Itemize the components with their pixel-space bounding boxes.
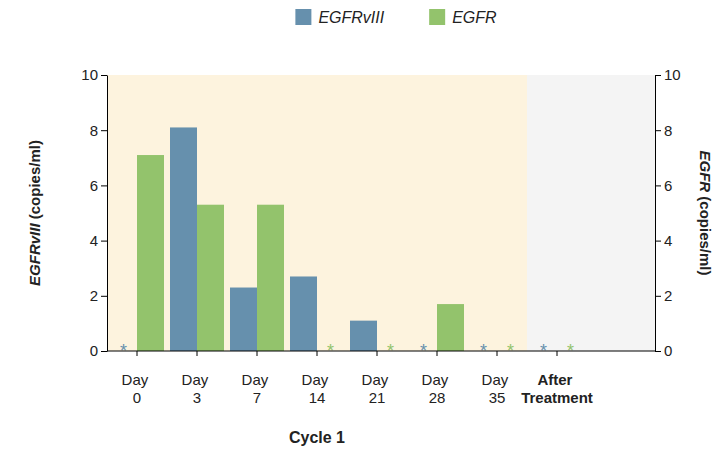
y-tick-label: 2 bbox=[90, 287, 98, 304]
y2-tick: 8 bbox=[655, 122, 672, 139]
y2-tick-label: 6 bbox=[664, 177, 672, 194]
y2-tick-mark bbox=[655, 130, 661, 131]
y2-tick: 6 bbox=[655, 177, 672, 194]
y-axis-line bbox=[107, 76, 108, 352]
y2-tick-mark bbox=[655, 241, 661, 242]
y2-tick: 2 bbox=[655, 287, 672, 304]
y2-tick-label: 0 bbox=[664, 342, 672, 359]
y2-tick-mark bbox=[655, 296, 661, 297]
x-tick-label: Day 28 bbox=[422, 371, 453, 406]
y-axis-title: EGFRvIII (copies/ml) bbox=[26, 140, 43, 286]
x-tick-mark bbox=[437, 351, 438, 356]
x-tick-mark bbox=[257, 351, 258, 356]
y-tick-mark bbox=[101, 185, 107, 186]
y2-tick-label: 4 bbox=[664, 232, 672, 249]
y-tick-label: 10 bbox=[81, 66, 98, 83]
y2-tick: 4 bbox=[655, 232, 672, 249]
y-tick: 10 bbox=[81, 66, 107, 83]
legend-item: EGFR bbox=[429, 9, 497, 26]
y2-tick-label: 10 bbox=[664, 66, 681, 83]
bar bbox=[197, 205, 224, 351]
y-tick-label: 4 bbox=[90, 232, 98, 249]
y-tick: 6 bbox=[90, 177, 107, 194]
bars bbox=[137, 127, 464, 351]
x-tick: Day 21 bbox=[362, 351, 393, 406]
y-axis: 0 2 4 6 8 10 bbox=[81, 66, 107, 359]
legend-swatch bbox=[429, 9, 445, 25]
y2-axis: 0 2 4 6 8 10 bbox=[655, 66, 681, 359]
x-tick-mark bbox=[497, 351, 498, 356]
x-tick: Day 0 bbox=[122, 351, 153, 406]
bar bbox=[350, 321, 377, 351]
x-tick-label: Day 14 bbox=[302, 371, 333, 406]
x-tick-label: Day 21 bbox=[362, 371, 393, 406]
x-tick: Day 28 bbox=[422, 351, 453, 406]
x-axis: Day 0 Day 3 Day 7 Day 14 Day 21 Day 28 Day 35 A… bbox=[107, 351, 655, 406]
y2-axis-line bbox=[655, 76, 656, 352]
x-tick-label: Day 35 bbox=[482, 371, 513, 406]
y-tick-mark bbox=[101, 351, 107, 352]
y-tick: 4 bbox=[90, 232, 107, 249]
y-tick: 0 bbox=[90, 342, 107, 359]
y-tick: 8 bbox=[90, 122, 107, 139]
x-tick-label: Day 7 bbox=[242, 371, 273, 406]
x-tick-label: After Treatment bbox=[521, 371, 593, 406]
chart: ********02468100246810Day 0Day 3Day 7Day… bbox=[0, 0, 723, 463]
x-tick-mark bbox=[317, 351, 318, 356]
legend: EGFRvIII EGFR bbox=[295, 9, 497, 26]
y2-tick-label: 8 bbox=[664, 122, 672, 139]
cycle-region bbox=[107, 75, 527, 351]
y2-tick-mark bbox=[655, 75, 661, 76]
bar bbox=[437, 304, 464, 351]
x-tick-mark bbox=[137, 351, 138, 356]
y-tick-mark bbox=[101, 130, 107, 131]
bar bbox=[290, 276, 317, 351]
bar bbox=[170, 127, 197, 351]
y-tick-label: 6 bbox=[90, 177, 98, 194]
after-region bbox=[527, 75, 655, 351]
y-tick-mark bbox=[101, 241, 107, 242]
legend-label: EGFRvIII bbox=[318, 9, 384, 26]
bar bbox=[257, 205, 284, 351]
y2-tick-label: 2 bbox=[664, 287, 672, 304]
y2-tick: 10 bbox=[655, 66, 681, 83]
x-tick-mark bbox=[197, 351, 198, 356]
x-tick-mark bbox=[557, 351, 558, 356]
x-tick-label: Day 0 bbox=[122, 371, 153, 406]
y2-tick-mark bbox=[655, 185, 661, 186]
legend-item: EGFRvIII bbox=[295, 9, 384, 26]
x-tick: After Treatment bbox=[521, 351, 593, 406]
x-axis-title: Cycle 1 bbox=[289, 429, 345, 446]
x-tick-mark bbox=[377, 351, 378, 356]
y-tick: 2 bbox=[90, 287, 107, 304]
x-axis-line bbox=[107, 351, 655, 352]
x-tick: Day 7 bbox=[242, 351, 273, 406]
y2-tick-mark bbox=[655, 351, 661, 352]
y-tick-mark bbox=[101, 75, 107, 76]
legend-swatch bbox=[295, 9, 311, 25]
legend-label: EGFR bbox=[452, 9, 497, 26]
y-tick-mark bbox=[101, 296, 107, 297]
x-tick: Day 35 bbox=[482, 351, 513, 406]
y2-tick: 0 bbox=[655, 342, 672, 359]
x-tick: Day 14 bbox=[302, 351, 333, 406]
y-tick-label: 8 bbox=[90, 122, 98, 139]
x-tick-label: Day 3 bbox=[182, 371, 213, 406]
x-tick: Day 3 bbox=[182, 351, 213, 406]
bar bbox=[230, 288, 257, 351]
bar bbox=[137, 155, 164, 351]
y-tick-label: 0 bbox=[90, 342, 98, 359]
y2-axis-title: EGFR (copies/ml) bbox=[697, 150, 714, 275]
